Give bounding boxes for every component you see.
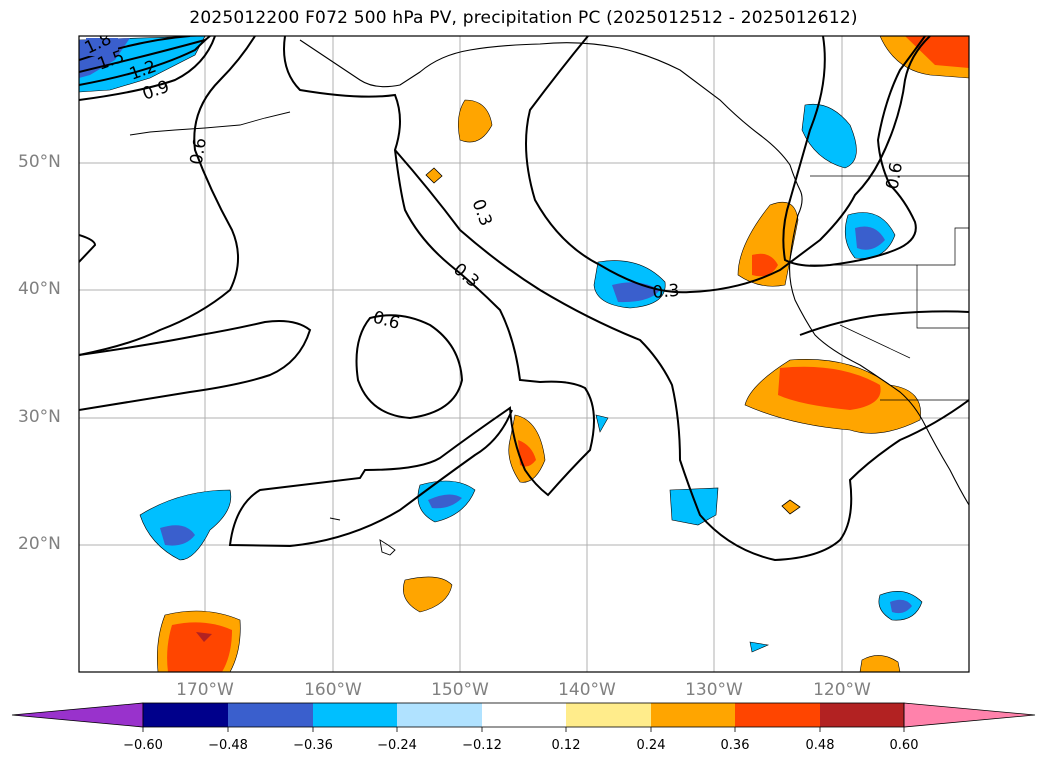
- pos-core-southwest: [167, 622, 232, 672]
- neg-area-small-30n: [595, 414, 609, 433]
- neg-core-southeast: [890, 599, 912, 614]
- contour-label-0-6-west: 0.6: [187, 136, 211, 166]
- neg-area-west-20n: [139, 489, 232, 561]
- lat-label-50n: 50°N: [18, 152, 61, 172]
- colorbar-tick-8: 0.36: [720, 738, 750, 753]
- colorbar-tick-2: −0.48: [208, 738, 248, 753]
- contour-label-0-3-c: 0.3: [652, 281, 681, 303]
- state-border-1: [810, 227, 969, 266]
- colorbar-frame: [142, 702, 905, 728]
- contour-0-6-loop: [355, 314, 464, 420]
- lon-label-160w: 160°W: [304, 680, 362, 700]
- colorbar-tick-5: −0.12: [462, 738, 502, 753]
- contour-east-inland: [799, 310, 969, 336]
- pos-core-30n-145w: [518, 440, 536, 467]
- contour-label-0-6-east: 0.6: [883, 161, 907, 191]
- pos-core-oregon-coast: [752, 253, 778, 277]
- pos-max-southwest: [196, 632, 212, 642]
- colorbar-bin-9: [820, 703, 904, 727]
- pos-area-15n-150w: [403, 576, 453, 613]
- colorbar-tick-4: −0.24: [377, 738, 417, 753]
- pos-area-tiny-49n: [425, 167, 443, 184]
- contour-label-0-6-loop: 0.6: [371, 308, 402, 334]
- colorbar-bin-6: [566, 703, 651, 727]
- figure-title: 2025012200 F072 500 hPa PV, precipitatio…: [189, 8, 858, 28]
- neg-area-tiny: [749, 641, 770, 653]
- neg-core-idaho: [855, 226, 885, 250]
- contour-1-2: [79, 36, 211, 86]
- alaska-coastline: [299, 39, 801, 191]
- contour-0-6-west: [79, 36, 256, 356]
- colorbar-bin-2: [228, 703, 313, 727]
- colorbar-tick-1: −0.60: [123, 738, 163, 753]
- colorbar-extend-high: [903, 702, 1036, 728]
- neg-core-hawaii-north: [428, 494, 462, 509]
- pv-contours: [79, 36, 969, 562]
- borders: [810, 175, 969, 401]
- lon-label-170w: 170°W: [176, 680, 234, 700]
- west-coast-coastline: [789, 189, 969, 506]
- neg-core-west-20n: [160, 525, 195, 546]
- pos-core-northeast: [905, 36, 969, 68]
- contour-0-6-east: [782, 36, 926, 267]
- colorbar-tick-6: 0.12: [551, 738, 581, 753]
- contour-0-3-northeast: [525, 36, 931, 294]
- colorbar-bin-8: [735, 703, 820, 727]
- plot-frame: [78, 35, 970, 673]
- colorbar-tick-9: 0.48: [805, 738, 835, 753]
- lon-label-150w: 150°W: [431, 680, 489, 700]
- colorbar-extend-low: [11, 702, 144, 728]
- lat-label-30n: 30°N: [18, 407, 61, 427]
- colorbar: [11, 702, 1036, 732]
- contour-label-0-3-b: 0.3: [449, 259, 483, 292]
- precip-positive-areas: [157, 36, 969, 672]
- lon-label-140w: 140°W: [558, 680, 616, 700]
- lat-label-20n: 20°N: [18, 534, 61, 554]
- neg-area-bc-coast: [801, 103, 857, 169]
- pos-area-tiny-23n: [781, 499, 801, 515]
- pos-area-south-edge: [859, 655, 901, 672]
- contour-1-5: [79, 39, 206, 73]
- state-border-2: [916, 265, 969, 329]
- colorbar-tick-10: 0.60: [889, 738, 919, 753]
- contour-edge-west: [79, 234, 97, 263]
- coastlines: [129, 39, 969, 556]
- contour-label-0-9: 0.9: [140, 77, 172, 105]
- colorbar-bin-4: [397, 703, 482, 727]
- map-plot-area: 1.8 1.5 1.2 0.9 0.6 0.3 0.3 0.3 0.6 0.6: [79, 36, 969, 672]
- contour-0-6-inner: [79, 320, 312, 411]
- lon-label-120w: 120°W: [813, 680, 871, 700]
- colorbar-tick-marks: [142, 727, 905, 732]
- contour-0-9: [79, 36, 216, 101]
- colorbar-bin-1: [143, 703, 228, 727]
- lat-label-40n: 40°N: [18, 279, 61, 299]
- colorbar-bin-5: [482, 703, 566, 727]
- contour-0-3-central: [228, 36, 595, 548]
- pos-area-north-pacific: [458, 99, 493, 143]
- aleutian-islands: [129, 111, 291, 136]
- hawaii-west-island: [329, 517, 341, 521]
- hawaii-islands: [379, 539, 396, 556]
- neg-area-135w: [669, 487, 719, 526]
- lon-label-130w: 130°W: [685, 680, 743, 700]
- contour-label-bg-1: [86, 38, 118, 56]
- colorbar-tick-3: −0.36: [293, 738, 333, 753]
- colorbar-bin-7: [651, 703, 735, 727]
- state-border-3: [839, 324, 911, 359]
- colorbar-tick-7: 0.24: [636, 738, 666, 753]
- pos-core-california: [778, 366, 881, 410]
- colorbar-bin-3: [313, 703, 397, 727]
- contour-label-0-3-a: 0.3: [468, 197, 496, 229]
- contour-0-3-east: [394, 149, 969, 562]
